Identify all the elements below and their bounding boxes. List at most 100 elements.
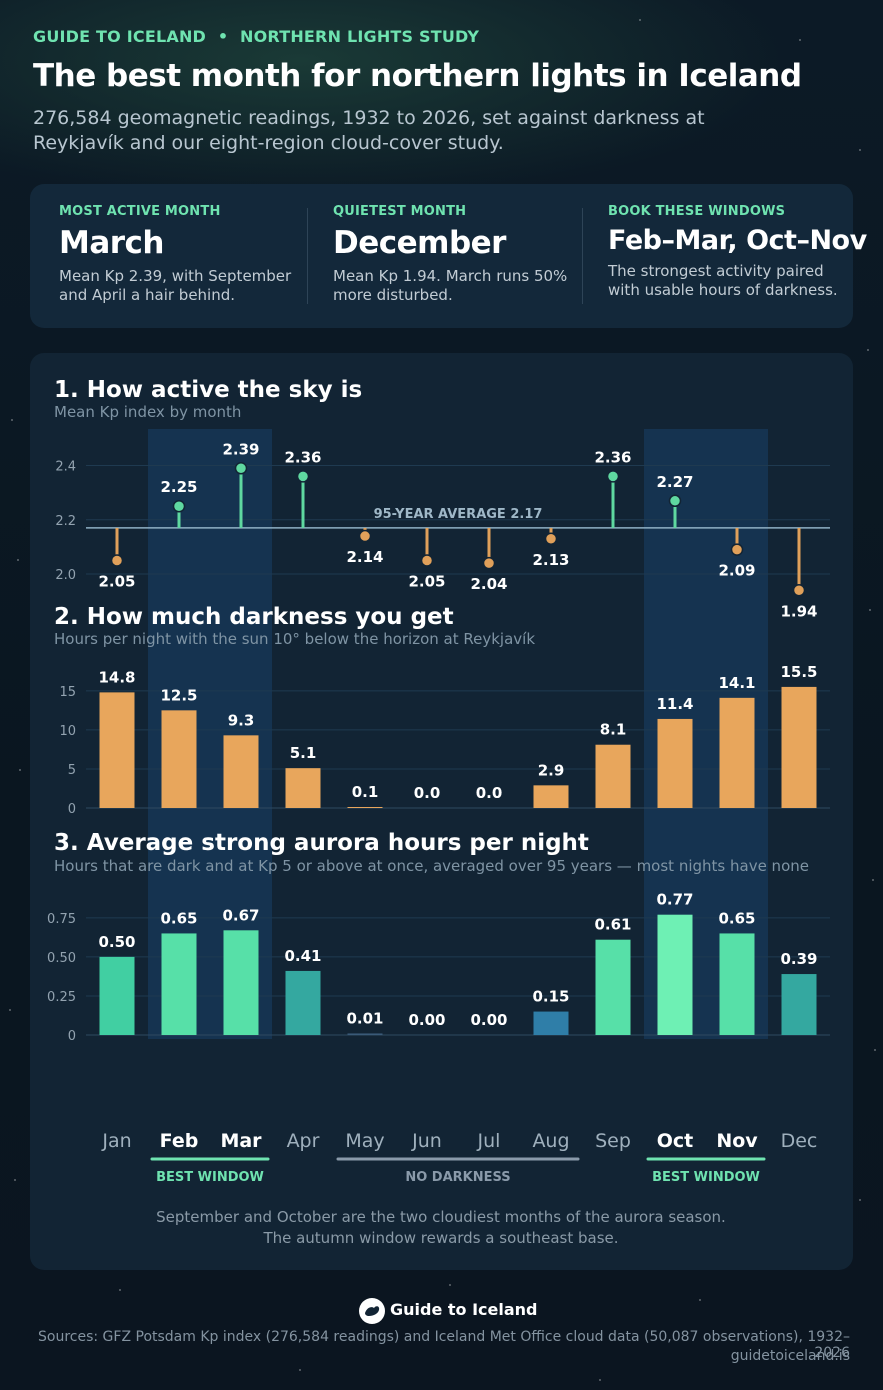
data-label: 2.14 [346,548,383,566]
kpi-label: BOOK THESE WINDOWS [608,204,786,219]
kpi-description: The strongest activity paired with usabl… [608,262,838,299]
chart-1-title: 1. How active the sky is [54,377,362,403]
chart-2-subtitle: Hours per night with the sun 10° below t… [54,630,535,648]
kpi-quietest: QUIETEST MONTH December Mean Kp 1.94. Ma… [333,204,593,305]
data-label: 14.1 [718,674,755,692]
chart-3-title: 3. Average strong aurora hours per night [54,830,589,856]
month-label: Oct [657,1130,694,1152]
month-label: Dec [781,1130,818,1152]
data-label: 0.00 [408,1011,445,1029]
baseline-label: 95-YEAR AVERAGE 2.17 [374,507,543,522]
brand-tag: GUIDE TO ICELAND [33,27,207,46]
y-tick-label: 0 [68,1029,76,1044]
bar [719,697,755,808]
y-tick-label: 2.0 [55,568,76,583]
kpi-description: Mean Kp 1.94. March runs 50% more distur… [333,267,568,304]
data-label: 2.05 [98,572,135,590]
bar [99,956,135,1035]
kpi-value: Feb–Mar, Oct–Nov [608,225,867,256]
data-label: 0.00 [470,1011,507,1029]
data-label: 0.0 [414,784,441,802]
lollipop-point [172,499,186,513]
chart-panel: 1. How active the sky is Mean Kp index b… [30,353,853,1270]
logo-icon [359,1298,385,1324]
data-label: 0.67 [222,906,259,924]
bar [161,933,197,1035]
kpi-book-windows: BOOK THESE WINDOWS Feb–Mar, Oct–Nov The … [608,204,867,300]
kpi-divider [582,208,583,304]
data-label: 2.36 [284,448,321,466]
page-title: The best month for northern lights in Ic… [33,58,802,94]
lollipop-point [234,462,248,475]
logo-text: Guide to Iceland [390,1300,538,1319]
data-label: 2.05 [408,572,445,590]
kpi-value: December [333,225,506,261]
y-tick-label: 0 [68,802,76,817]
lollipop-point [606,470,620,483]
y-tick-label: 5 [68,763,76,778]
month-label: Sep [595,1130,631,1152]
y-tick-label: 0.50 [47,951,76,966]
bar [285,768,321,808]
data-label: 12.5 [160,686,197,704]
bar [781,686,817,808]
month-label: Feb [160,1130,199,1152]
chart-3-subtitle: Hours that are dark and at Kp 5 or above… [54,857,809,875]
bar [781,974,817,1035]
lollipop-point [420,554,434,567]
lollipop-point [544,532,558,546]
data-label: 2.9 [538,761,565,779]
month-label: May [345,1130,384,1152]
sources-note: Sources: GFZ Potsdam Kp index (276,584 r… [38,1329,850,1361]
kpi-value: March [59,225,165,261]
bar [285,970,321,1035]
lollipop-point [296,470,310,483]
data-label: 0.65 [718,909,755,927]
bar [657,718,693,808]
data-label: 0.65 [160,909,197,927]
eyebrow: GUIDE TO ICELAND • NORTHERN LIGHTS STUDY [33,27,479,46]
lollipop-point [358,529,372,543]
bar [347,807,383,808]
lollipop-point [482,556,496,570]
chart-1-subtitle: Mean Kp index by month [54,403,241,421]
chart-2-title: 2. How much darkness you get [54,604,454,630]
data-label: 0.0 [476,784,503,802]
study-tag: NORTHERN LIGHTS STUDY [240,27,480,46]
kpi-divider [307,208,308,304]
data-label: 2.39 [222,440,259,458]
bar [719,933,755,1035]
data-label: 0.15 [532,988,569,1006]
window-label: NO DARKNESS [405,1170,510,1185]
bar [347,1033,383,1035]
data-label: 0.50 [98,933,135,951]
lollipop-point [730,543,744,556]
kpi-label: MOST ACTIVE MONTH [59,204,221,219]
y-tick-label: 2.2 [55,514,76,529]
data-label: 2.27 [656,473,693,491]
bar [657,914,693,1035]
data-label: 2.09 [718,562,755,580]
month-label: Jul [477,1130,501,1152]
kpi-panel: MOST ACTIVE MONTH March Mean Kp 2.39, wi… [30,184,867,328]
bar [595,939,631,1035]
bar [595,744,631,808]
data-label: 0.39 [780,950,817,968]
data-label: 9.3 [228,711,255,729]
kpi-description: Mean Kp 2.39, with September and April a… [59,267,292,304]
month-label: Apr [287,1130,320,1152]
month-label: Aug [532,1130,569,1152]
data-label: 14.8 [98,668,135,686]
data-label: 0.61 [594,916,631,934]
lollipop-point [792,584,806,597]
data-label: 2.13 [532,551,569,569]
page-subtitle: 276,584 geomagnetic readings, 1932 to 20… [33,107,705,154]
lollipop-point [668,494,682,508]
data-label: 15.5 [780,663,817,681]
lollipop-point [110,554,124,567]
data-label: 2.04 [470,575,507,593]
eyebrow-separator: • [217,27,229,46]
bar [533,785,569,808]
data-label: 0.41 [284,947,321,965]
y-tick-label: 15 [59,685,76,700]
